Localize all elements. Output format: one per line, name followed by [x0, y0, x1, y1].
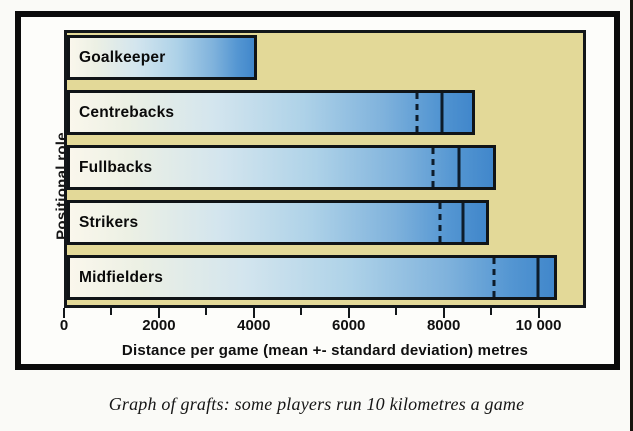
bar-label-centrebacks: Centrebacks — [79, 103, 175, 121]
lower-sd-dashed-line — [492, 258, 496, 297]
x-tick-major — [157, 308, 160, 318]
mean-solid-line — [536, 258, 540, 297]
plot-area: Goalkeeper Centrebacks Fullbacks Strikers Mi… — [64, 30, 586, 308]
figure-caption: Graph of grafts: some players run 10 kil… — [108, 394, 525, 414]
bar-label-fullbacks: Fullbacks — [79, 158, 153, 176]
x-tick-major — [537, 308, 540, 318]
x-tick-label: 2000 — [142, 317, 176, 334]
bar-fullbacks: Fullbacks — [67, 145, 497, 190]
x-tick-minor — [205, 308, 208, 315]
lower-sd-dashed-line — [431, 148, 435, 187]
bar-midfielders: Midfielders — [67, 255, 558, 300]
x-tick-label: 8000 — [426, 317, 461, 334]
lower-sd-dashed-line — [438, 203, 442, 242]
x-axis-ticks — [63, 308, 586, 320]
x-tick-label: 0 — [59, 317, 69, 334]
x-axis-tick-labels: 0 2000 4000 6000 8000 10 000 — [60, 317, 586, 335]
x-tick-major — [347, 308, 350, 318]
bar-label-midfielders: Midfielders — [79, 268, 164, 286]
mean-solid-line — [457, 148, 460, 187]
bar-label-goalkeeper: Goalkeeper — [79, 48, 166, 66]
x-tick-label: 6000 — [332, 317, 366, 334]
bar-strikers: Strikers — [67, 200, 490, 245]
x-tick-major — [63, 308, 65, 318]
x-tick-label: 4000 — [237, 317, 271, 334]
x-axis-label: Distance per game (mean +- standard devi… — [121, 342, 529, 359]
lower-sd-dashed-line — [415, 93, 419, 132]
x-tick-minor — [395, 308, 398, 315]
x-tick-minor — [110, 308, 113, 315]
bar-centrebacks: Centrebacks — [67, 90, 476, 135]
mean-solid-line — [440, 93, 444, 132]
x-tick-label: 10 000 — [515, 317, 562, 334]
bar-label-strikers: Strikers — [79, 213, 139, 231]
x-tick-minor — [300, 308, 303, 315]
bar-goalkeeper: Goalkeeper — [67, 35, 257, 80]
x-tick-major — [442, 308, 445, 318]
x-tick-major — [252, 308, 255, 318]
scan-edge-artifact — [630, 0, 633, 431]
x-tick-minor — [490, 308, 493, 315]
mean-solid-line — [461, 203, 465, 242]
